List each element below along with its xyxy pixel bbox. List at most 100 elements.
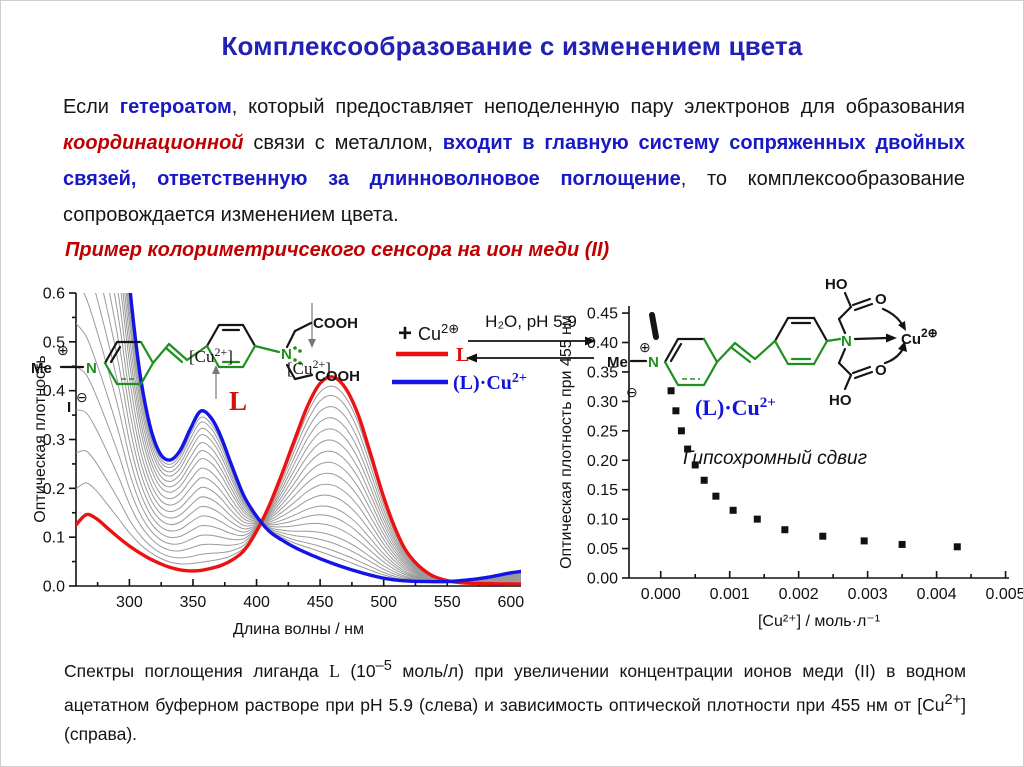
bond (253, 344, 281, 354)
plus-sign: + (398, 320, 412, 347)
pyridinium-n-label: N (86, 360, 97, 377)
y-tick-label: 0.5 (43, 334, 65, 351)
data-point (819, 532, 827, 540)
cu-ion-label: Cu2⊕ (418, 321, 459, 344)
complex-legend-label: (L)·Cu2+ (453, 371, 527, 394)
n-to-cu-arrow (853, 336, 889, 341)
x-tick-label: 600 (497, 594, 524, 611)
y-tick-label: 0.45 (587, 306, 618, 323)
up-arrowhead-icon (212, 365, 220, 374)
example-subtitle: Пример колориметричсекого сенсора на ион… (65, 239, 610, 261)
y-tick-label: 0.3 (43, 432, 65, 449)
pyridinium-ring (103, 340, 155, 386)
x-axis-label: [Cu²⁺] / моль·л⁻¹ (758, 613, 880, 630)
data-point (729, 506, 737, 514)
arrowhead-icon (886, 333, 897, 343)
minus-charge-icon: ⊖ (626, 384, 638, 400)
reaction-legend: + Cu2⊕ L (L)·Cu2+ H₂O, pH 5.9 (392, 312, 596, 394)
x-axis-label: Длина волны / нм (233, 621, 364, 638)
pyridinium-n-label: N (648, 354, 659, 371)
x-tick-label: 0.000 (641, 586, 681, 603)
x-tick-label: 300 (116, 594, 143, 611)
x-tick-label: 0.003 (848, 586, 888, 603)
figure-caption: Спектры поглощения лиганда L (10–5 моль/… (64, 652, 966, 749)
carboxymethyl-arms (285, 321, 314, 381)
x-tick-label: 450 (307, 594, 334, 611)
caption-segment: ] (справа). (64, 694, 966, 744)
axes: 0.000 0.001 0.002 0.003 0.004 0.005 0.00 0.05 0.… (558, 306, 1023, 630)
reverse-arrowhead-icon (466, 353, 477, 363)
complex-annotation: (L)·Cu2+ (695, 395, 776, 420)
caption-segment: моль/л) при увеличении концентрации ионо… (64, 660, 967, 715)
data-point (691, 461, 699, 469)
y-tick-label: 0.30 (587, 394, 618, 411)
caption-ligand-symbol: L (329, 660, 340, 681)
ligand-legend-label: L (456, 344, 469, 366)
x-tick-label: 500 (370, 594, 397, 611)
ho-bottom-label: HO (829, 392, 852, 409)
o-top-label: O (875, 291, 887, 308)
amine-n-label: N (841, 333, 852, 350)
hypsochromic-shift-annotation: Гипсохромный сдвиг (683, 448, 867, 469)
bond (825, 337, 842, 343)
caption-segment: (10 (339, 660, 376, 681)
x-tick-label: 350 (180, 594, 207, 611)
y-tick-label: 0.25 (587, 423, 618, 440)
paragraph-segment-red: координационной (63, 132, 244, 154)
y-tick-label: 0.05 (587, 541, 618, 558)
complex-spectrum-curve (128, 293, 521, 584)
paragraph-segment: , то комплексообразование сопровождается… (63, 168, 965, 226)
conditions-label: H₂O, pH 5.9 (485, 312, 577, 331)
y-tick-label: 0.20 (587, 453, 618, 470)
vinyl-bridge (715, 339, 777, 364)
caption-superscript: 2+ (944, 691, 962, 708)
y-tick-label: 0.40 (587, 335, 618, 352)
arrowhead-icon (898, 321, 906, 331)
bold-bond (649, 312, 659, 340)
y-tick-label: 0.0 (43, 579, 65, 596)
data-point (677, 427, 685, 435)
ligand-structure: ⊕ Me N I ⊖ (31, 303, 360, 416)
x-tick-label: 0.001 (710, 586, 750, 603)
lone-pair-dots (293, 346, 302, 365)
bottom-carboxyl-arm (837, 347, 874, 391)
y-tick-label: 0.6 (43, 286, 65, 303)
ho-top-label: HO (825, 276, 848, 293)
y-tick-label: 0.4 (43, 383, 65, 400)
scatter-points (667, 387, 961, 551)
paragraph-segment: , который предоставляет неподеленную пар… (231, 96, 965, 118)
plus-charge-icon: ⊕ (639, 339, 651, 355)
x-tick-label: 400 (243, 594, 270, 611)
data-point (753, 515, 761, 523)
data-point (781, 526, 789, 534)
methyl-label: Me (607, 354, 628, 371)
axes: 300 350 400 450 500 550 600 0.0 0.1 0.2 0.3 0.4 0.5 0… (32, 286, 524, 639)
methyl-label: Me (31, 360, 52, 377)
o-to-cu-arrow (881, 307, 905, 328)
arrowhead-icon (898, 341, 907, 352)
y-tick-label: 0.35 (587, 364, 618, 381)
cooh-top-label: COOH (313, 315, 358, 332)
benzene-ring (773, 316, 829, 366)
complex-structure: ⊕ Me N ⊖ (607, 276, 938, 409)
minus-charge-icon: ⊖ (76, 389, 88, 405)
down-arrowhead-icon (308, 339, 316, 348)
gray-spectra-family (76, 293, 521, 585)
page-title: Комплексообразование с изменением цвета (221, 31, 803, 61)
data-point (860, 537, 868, 545)
data-point (684, 445, 692, 453)
caption-segment: Спектры поглощения лиганда (64, 660, 330, 681)
titration-curve-chart: 0.000 0.001 0.002 0.003 0.004 0.005 0.00 0.05 0.… (558, 276, 1023, 630)
ligand-curve-label: L (229, 386, 247, 416)
paragraph-segment-blue: входит в главную систему сопряженных дво… (63, 132, 966, 190)
benzene-ring (205, 323, 257, 369)
cu-concentration-annotation: [Cu2+] (287, 357, 331, 378)
data-point (667, 387, 675, 395)
paragraph-segment: связи с металлом, (243, 132, 443, 154)
y-tick-label: 0.1 (43, 530, 65, 547)
x-tick-label: 550 (434, 594, 461, 611)
caption-superscript: –5 (375, 658, 392, 674)
data-point (712, 492, 720, 500)
y-axis-label: Оптическая плотность при 455 нм (558, 315, 575, 569)
